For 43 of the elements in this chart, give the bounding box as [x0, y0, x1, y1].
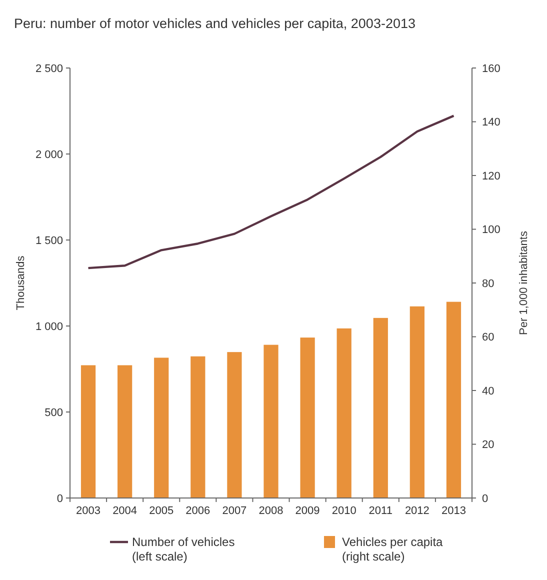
- bar: [80, 365, 96, 498]
- y2-tick-label: 40: [482, 385, 494, 398]
- y-axis-title: Thousands: [15, 255, 27, 310]
- bar: [227, 352, 242, 498]
- bar: [154, 358, 169, 498]
- x-tick-label: 2008: [258, 505, 284, 517]
- y2-tick-label: 0: [482, 492, 488, 505]
- bar: [264, 344, 278, 498]
- x-tick-label: 2006: [186, 505, 210, 517]
- line-series: [87, 114, 455, 270]
- bar: [373, 318, 388, 498]
- y2-tick-label: 140: [482, 116, 500, 129]
- x-tick-label: 2010: [332, 505, 356, 517]
- y-tick-label: 1 000: [35, 320, 63, 333]
- bar: [410, 306, 424, 498]
- y2-tick-label: 20: [482, 439, 494, 452]
- y2-tick-label: 100: [482, 224, 500, 236]
- legend-label: Number of vehicles (left scale): [132, 535, 235, 564]
- y2-axis-title: Per 1,000 inhabitants: [518, 230, 530, 335]
- y-tick-label: 2 000: [35, 148, 63, 161]
- y2-tick-label: 160: [482, 62, 500, 75]
- x-tick-label: 2012: [404, 505, 430, 517]
- y-tick-label: 500: [44, 406, 63, 419]
- y2-tick-label: 80: [482, 278, 494, 290]
- chart-title: Peru: number of motor vehicles and vehicles per capita, 2003-2013: [14, 16, 416, 31]
- y2-tick-label: 120: [482, 170, 500, 182]
- x-tick-label: 2013: [441, 505, 466, 517]
- x-tick-label: 2005: [149, 505, 174, 517]
- x-tick-label: 2011: [368, 505, 392, 517]
- x-tick-label: 2003: [76, 505, 101, 517]
- x-tick-label: 2009: [295, 505, 320, 517]
- bar: [118, 365, 132, 498]
- y-tick-label: 2 500: [35, 62, 63, 75]
- bar: [190, 356, 206, 498]
- y2-tick-label: 60: [482, 332, 494, 344]
- y-tick-label: 1 500: [35, 234, 63, 247]
- bar: [446, 302, 462, 498]
- y-tick-label: 0: [56, 492, 63, 505]
- legend-label: Vehicles per capita (right scale): [342, 535, 444, 564]
- x-tick-label: 2007: [222, 505, 247, 517]
- bar: [336, 328, 352, 498]
- bar: [300, 338, 315, 498]
- x-tick-label: 2004: [112, 505, 138, 517]
